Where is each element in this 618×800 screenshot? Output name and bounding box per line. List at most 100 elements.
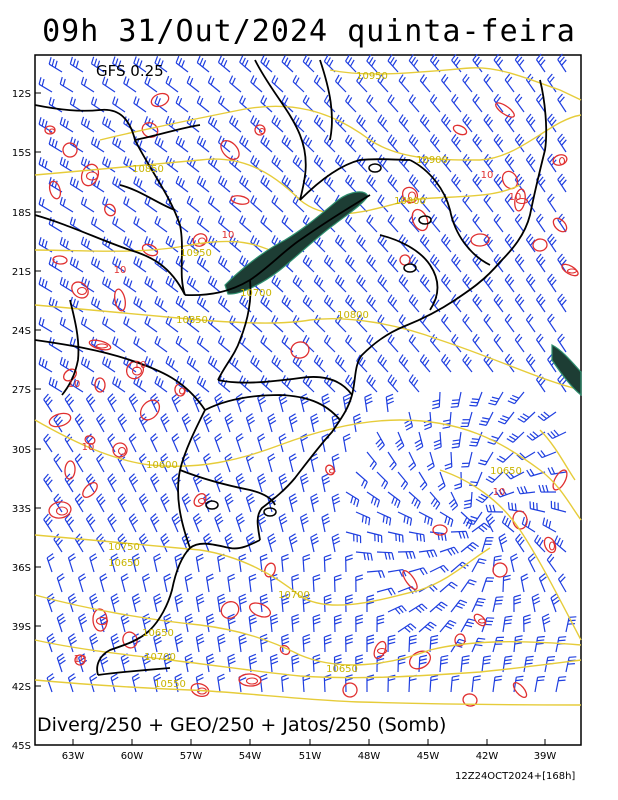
wind-barb	[514, 293, 525, 313]
wind-barb	[531, 593, 541, 613]
wind-barb	[466, 511, 483, 526]
wind-barb	[555, 676, 567, 693]
wind-barb	[128, 473, 139, 493]
wind-barb	[461, 451, 473, 468]
wind-barb	[334, 274, 347, 293]
wind-barb	[107, 473, 117, 493]
wind-barb	[460, 655, 470, 673]
wind-barb	[557, 293, 567, 313]
divergence-contour	[220, 139, 240, 161]
wind-barb	[366, 674, 375, 693]
wind-barb	[174, 593, 184, 613]
wind-barb	[451, 174, 462, 193]
divergence-contour	[254, 124, 266, 136]
wind-barb	[302, 254, 315, 273]
wind-barb	[451, 431, 462, 449]
wind-barb	[217, 673, 226, 693]
divergence-contour	[401, 186, 419, 204]
wind-barb	[495, 488, 515, 498]
divergence-contour	[373, 640, 387, 660]
wind-barb	[56, 653, 66, 673]
wind-barb	[207, 275, 221, 293]
wind-barb	[110, 673, 119, 693]
wind-barb	[451, 254, 462, 273]
wind-barb	[419, 114, 431, 133]
wind-barb	[224, 493, 234, 513]
border-line	[179, 469, 276, 506]
wind-barb	[229, 115, 242, 133]
wind-barb	[504, 193, 515, 213]
wind-barb	[144, 116, 158, 133]
wind-barb	[509, 553, 519, 573]
wind-barb	[153, 553, 162, 573]
wind-barb	[85, 513, 96, 533]
wind-barb	[493, 173, 504, 193]
wind-barb	[175, 95, 189, 113]
wind-barb	[184, 573, 193, 593]
wind-barb	[377, 354, 389, 373]
wind-barb	[292, 274, 305, 293]
wind-barb	[345, 634, 353, 653]
wind-barb	[59, 196, 74, 213]
wind-barb	[207, 195, 221, 213]
wind-barb	[117, 413, 127, 433]
model-label: GFS 0.25	[96, 62, 164, 80]
wind-barb	[429, 254, 441, 273]
wind-barb	[504, 233, 515, 253]
wind-barb	[205, 573, 214, 593]
border-line	[299, 158, 411, 201]
run-info: 12Z24OCT2024+[168h]	[455, 771, 576, 782]
wind-barb	[59, 76, 74, 93]
wind-barb	[439, 511, 454, 527]
wind-barb	[557, 573, 567, 593]
wind-barb	[331, 493, 341, 513]
wind-barb	[366, 214, 378, 233]
island-outline	[418, 215, 432, 225]
wind-barb	[387, 54, 399, 73]
wind-barb	[408, 603, 428, 614]
island-outline	[403, 263, 417, 273]
wind-barb	[345, 94, 357, 113]
wind-barb	[85, 433, 95, 453]
geopotential-contour	[34, 639, 582, 679]
wind-barb	[418, 471, 428, 491]
geopotential-contour	[329, 67, 582, 101]
wind-barb	[418, 549, 438, 558]
wind-barb	[345, 531, 362, 544]
divergence-contour	[192, 233, 208, 247]
wind-barb	[513, 594, 522, 613]
divergence-contour	[122, 631, 138, 649]
wind-barb	[207, 115, 221, 133]
wind-barb	[541, 613, 551, 633]
wind-barb	[312, 574, 321, 593]
wind-barb	[514, 53, 525, 73]
wind-barb	[271, 75, 284, 93]
wind-barb	[154, 136, 168, 153]
wind-barb	[123, 316, 137, 333]
wind-barb	[557, 333, 567, 353]
wind-barb	[271, 355, 284, 373]
lon-label: 57W	[180, 751, 203, 762]
geopotential-label: 10950	[180, 248, 212, 259]
wind-barb	[387, 374, 399, 393]
wind-barb	[376, 587, 396, 596]
wind-barb	[418, 511, 433, 527]
lon-label: 48W	[358, 751, 381, 762]
divergence-contour	[477, 618, 487, 624]
wind-barb	[257, 473, 267, 493]
wind-barb	[345, 491, 360, 508]
geopotential-contour	[99, 105, 582, 161]
wind-barb	[387, 451, 397, 471]
wind-barb	[154, 56, 168, 73]
divergence-contour	[62, 142, 78, 158]
wind-barb	[217, 95, 231, 113]
wind-barb	[419, 74, 431, 93]
border-line	[96, 539, 261, 676]
wind-barb	[475, 491, 494, 504]
wind-barb	[292, 314, 305, 333]
wind-barb	[101, 276, 116, 293]
lon-label: 45W	[417, 751, 440, 762]
geopotential-label: 10650	[142, 628, 174, 639]
border-line	[184, 194, 371, 297]
wind-barb	[398, 274, 410, 293]
